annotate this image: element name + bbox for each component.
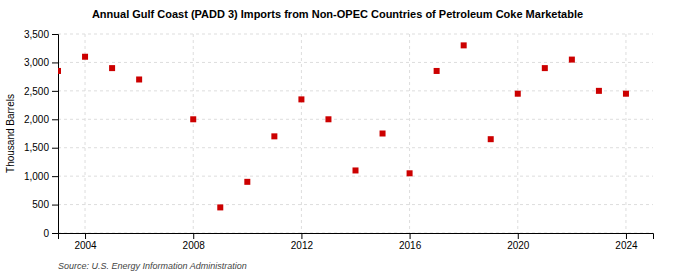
annotation: Source: U.S. Energy Information Administ…	[58, 261, 247, 271]
grid-line-y	[58, 204, 653, 205]
point	[325, 116, 331, 122]
grid-line-y	[58, 62, 653, 63]
grid-line-x	[301, 34, 302, 233]
grid-line-x	[85, 34, 86, 233]
y-axis-tick-label: 1,500	[24, 142, 49, 153]
x-axis-tick: 2008	[183, 233, 206, 251]
y-axis-tick-mark	[52, 233, 58, 234]
point	[217, 204, 223, 210]
y-axis-tick-label: 3,000	[24, 57, 49, 68]
point	[407, 170, 413, 176]
point	[515, 91, 521, 97]
point	[380, 131, 386, 137]
y-axis: 0 500 1,000 1,500 2,000 2,500 3,000 3,500	[24, 29, 59, 239]
point	[461, 42, 467, 48]
y-axis-tick: 1,000	[24, 171, 58, 182]
x-axis-tick-mark	[193, 233, 194, 239]
y-axis-tick: 3,000	[24, 57, 58, 68]
x-axis-tick-label: 2016	[399, 240, 422, 251]
x-axis-tick-mark	[301, 233, 302, 239]
grid-line-y	[58, 34, 653, 35]
x-axis-line	[59, 234, 654, 240]
grid-line-y	[58, 119, 653, 120]
y-axis-tick-label: 3,500	[24, 29, 49, 40]
point	[623, 91, 629, 97]
x-axis-tick-label: 2008	[183, 240, 206, 251]
grid-line-x	[409, 34, 410, 233]
y-axis-tick-mark	[52, 119, 58, 120]
x-axis-tick: 2004	[74, 233, 97, 251]
x-axis-tick: 2020	[507, 233, 530, 251]
grid-line-y	[58, 176, 653, 177]
y-axis-tick: 3,500	[24, 29, 58, 40]
y-axis-title: Thousand Barrels	[5, 94, 16, 173]
y-axis-tick-label: 500	[32, 199, 49, 210]
point	[542, 65, 548, 71]
y-axis-tick-mark	[52, 62, 58, 63]
points	[58, 42, 629, 210]
y-axis-tick-mark	[52, 34, 58, 35]
y-axis-tick: 500	[32, 199, 58, 210]
point	[109, 65, 115, 71]
y-axis-line	[52, 35, 59, 234]
point	[353, 167, 359, 173]
y-axis-tick-label: 1,000	[24, 171, 49, 182]
x-axis-tick-mark	[85, 233, 86, 239]
x-axis-tick-label: 2024	[615, 240, 638, 251]
grid-line-x	[625, 34, 626, 233]
y-axis-tick-mark	[52, 91, 58, 92]
y-axis-tick: 2,500	[24, 86, 58, 97]
y-axis-tick: 2,000	[24, 114, 58, 125]
y-axis-tick: 0	[43, 228, 58, 239]
chart-svg: 2004 2008 2012 2016 2020 2024 0 500 1,000 1,500 2,…	[0, 0, 675, 275]
chart-container: 2004 2008 2012 2016 2020 2024 0 500 1,000 1,500 2,…	[0, 0, 675, 275]
grid-line-y	[58, 90, 653, 91]
y-axis-tick-mark	[52, 205, 58, 206]
point	[434, 68, 440, 74]
grid-line-x	[193, 34, 194, 233]
grid	[58, 34, 653, 233]
point	[136, 76, 142, 82]
y-axis-tick-mark	[52, 148, 58, 149]
y-axis-tick: 1,500	[24, 142, 58, 153]
x-axis-tick-mark	[410, 233, 411, 239]
x-axis: 2004 2008 2012 2016 2020 2024	[59, 233, 654, 251]
y-axis-tick-label: 2,000	[24, 114, 49, 125]
x-axis-tick: 2012	[291, 233, 314, 251]
x-axis-tick-label: 2020	[507, 240, 530, 251]
y-axis-tick-label: 0	[43, 228, 49, 239]
y-axis-tick-label: 2,500	[24, 86, 49, 97]
point	[58, 68, 61, 74]
point	[190, 116, 196, 122]
x-axis-tick-mark	[518, 233, 519, 239]
x-axis-tick-mark	[626, 233, 627, 239]
x-axis-tick-label: 2012	[291, 240, 314, 251]
point	[271, 133, 277, 139]
point	[298, 96, 304, 102]
point	[82, 54, 88, 60]
point	[569, 57, 575, 63]
grid-line-y	[58, 147, 653, 148]
point	[596, 88, 602, 94]
x-axis-tick-label: 2004	[74, 240, 97, 251]
grid-line-x	[517, 34, 518, 233]
x-axis-tick: 2016	[399, 233, 422, 251]
point	[244, 179, 250, 185]
x-axis-tick: 2024	[615, 233, 638, 251]
y-axis-tick-mark	[52, 176, 58, 177]
plot-area: 2004 2008 2012 2016 2020 2024 0 500 1,000 1,500 2,…	[24, 29, 654, 251]
point	[488, 136, 494, 142]
title: Annual Gulf Coast (PADD 3) Imports from …	[92, 8, 583, 20]
